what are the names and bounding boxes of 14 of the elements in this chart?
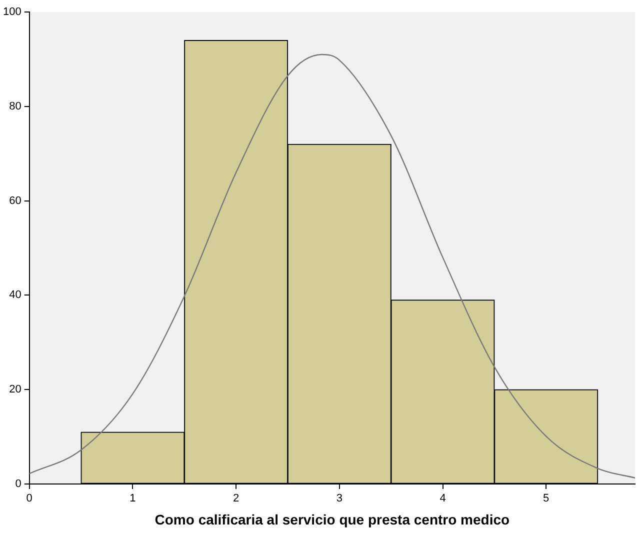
y-tick-label: 80: [9, 100, 22, 112]
x-tick-label: 2: [232, 492, 240, 505]
x-tick-label: 1: [130, 492, 136, 505]
y-tick-label: 60: [9, 194, 22, 207]
x-tick-label: 5: [543, 492, 550, 505]
x-tick-label: 4: [440, 492, 446, 505]
x-axis-title: Como calificaria al servicio que presta centro medico: [154, 511, 510, 528]
line-series: [29, 54, 635, 478]
y-tick-label: 100: [2, 6, 22, 18]
y-tick-label: 40: [9, 289, 22, 302]
x-tick-label: 0: [26, 492, 32, 505]
x-tick-label: 3: [336, 492, 342, 505]
y-tick-label: 20: [9, 384, 22, 396]
y-tick-label: 0: [15, 478, 22, 490]
